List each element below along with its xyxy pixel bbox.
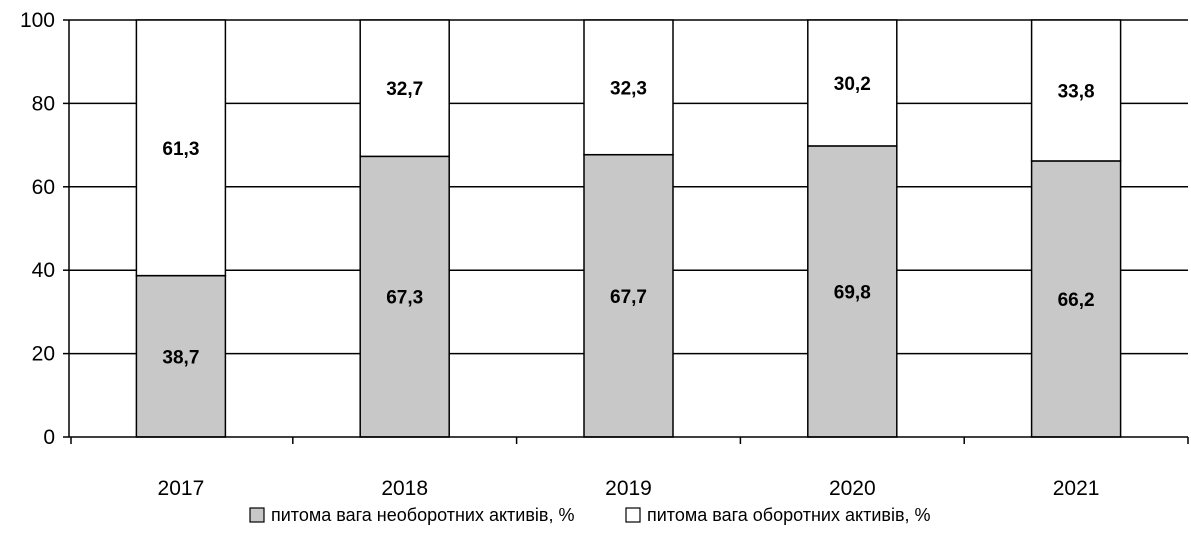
- data-label: 30,2: [834, 74, 871, 95]
- legend-label: питома вага необоротних активів, %: [271, 505, 574, 525]
- data-label: 67,3: [386, 288, 423, 309]
- x-tick-label: 2019: [605, 477, 652, 500]
- bar-segment: [1030, 160, 1122, 438]
- data-label: 69,8: [834, 282, 871, 303]
- x-tick-label: 2018: [381, 477, 428, 500]
- bar-segment: [807, 19, 898, 147]
- y-tick-label: 60: [32, 176, 55, 199]
- data-label: 61,3: [162, 139, 199, 160]
- legend-swatch: [249, 507, 265, 523]
- x-tick-label: 2017: [158, 477, 205, 500]
- data-label: 67,7: [610, 287, 647, 308]
- bar-segment: [135, 19, 227, 277]
- bar-segment: [583, 19, 674, 156]
- legend: питома вага необоротних активів, % питома…: [249, 505, 931, 525]
- y-tick-label: 20: [32, 343, 55, 366]
- data-label: 66,2: [1058, 290, 1095, 311]
- y-tick-label: 80: [32, 92, 55, 115]
- x-tick-label: 2021: [1053, 477, 1100, 500]
- data-label: 32,7: [386, 79, 423, 100]
- bar-segment: [359, 19, 450, 158]
- data-label: 32,3: [610, 78, 647, 99]
- bar-segment: [807, 145, 898, 438]
- bar-segment: [1030, 19, 1122, 162]
- bars: [135, 19, 1122, 438]
- data-label: 33,8: [1058, 81, 1095, 102]
- bar-segment: [135, 274, 227, 438]
- data-label: 38,7: [162, 347, 199, 368]
- legend-swatch: [625, 507, 641, 523]
- y-tick-label: 0: [43, 426, 55, 449]
- x-tick-label: 2020: [829, 477, 876, 500]
- y-tick-label: 100: [20, 9, 55, 32]
- data-labels: 38,7 61,3 67,3 32,7 67,7 32,3 69,8 30,2 66,2 33,8: [162, 74, 1094, 368]
- legend-label: питома вага оборотних активів, %: [647, 505, 931, 525]
- y-tick-label: 40: [32, 259, 55, 282]
- tick-labels: 0 20 40 60 80 100 2017 2018 2019 2020 2021: [20, 9, 1100, 500]
- axes: [63, 19, 1189, 444]
